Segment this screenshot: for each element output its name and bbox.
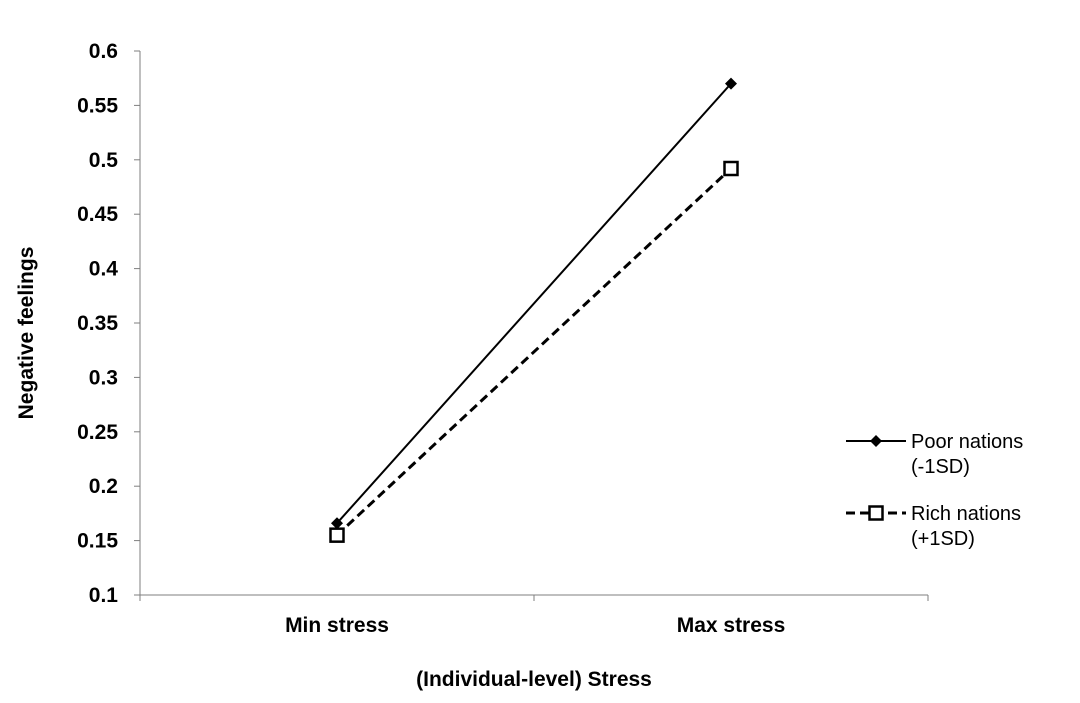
data-point — [723, 160, 739, 177]
y-tick-label: 0.45 — [77, 203, 118, 226]
y-tick-label: 0.5 — [89, 149, 119, 172]
series-2 — [329, 160, 739, 543]
legend-marker — [870, 435, 882, 447]
y-tick-label: 0.2 — [89, 475, 118, 498]
legend-marker — [868, 505, 884, 521]
x-tick-label: Max stress — [677, 614, 786, 637]
x-axis: Min stress Max stress — [139, 594, 929, 637]
y-tick-label: 0.6 — [89, 40, 118, 63]
y-tick-label: 0.35 — [77, 312, 118, 335]
y-tick-label: 0.15 — [77, 530, 118, 553]
data-point — [331, 517, 343, 530]
y-tick-label: 0.25 — [77, 421, 118, 444]
series-1 — [331, 77, 737, 530]
x-tick-label: Min stress — [285, 614, 389, 637]
legend-entry-2: Rich nations (+1SD) — [846, 503, 1021, 550]
data-point — [329, 527, 345, 543]
legend-label: (-1SD) — [911, 456, 970, 478]
x-axis-title: (Individual-level) Stress — [416, 668, 652, 691]
legend: Poor nations (-1SD) Rich nations (+1SD) — [846, 431, 1023, 550]
series-line — [336, 82, 732, 524]
y-tick-label: 0.55 — [77, 94, 118, 117]
y-axis: 0.1 0.15 0.2 0.25 0.3 0.35 0.4 0.45 0.5 0.55 0.6 — [77, 40, 141, 607]
data-point — [725, 77, 737, 90]
y-axis-title: Negative feelings — [15, 247, 38, 420]
series-line — [335, 167, 733, 537]
legend-label: (+1SD) — [911, 528, 975, 550]
legend-label: Poor nations — [911, 431, 1023, 453]
y-tick-label: 0.4 — [89, 258, 119, 281]
y-tick-label: 0.1 — [89, 584, 119, 607]
y-tick-label: 0.3 — [89, 366, 118, 389]
legend-entry-1: Poor nations (-1SD) — [846, 431, 1023, 478]
series-layer — [329, 77, 739, 543]
legend-label: Rich nations — [911, 503, 1021, 525]
